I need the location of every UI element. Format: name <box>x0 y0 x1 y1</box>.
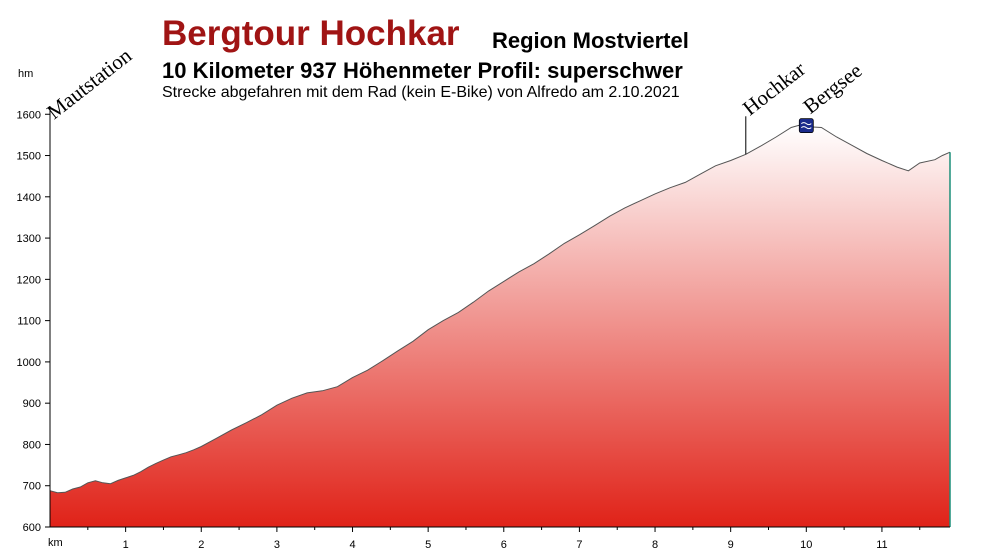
y-tick-label: 600 <box>23 522 41 534</box>
y-tick-label: 1400 <box>17 192 41 204</box>
chart-note: Strecke abgefahren mit dem Rad (kein E-B… <box>162 84 680 101</box>
lake-icon <box>798 118 814 134</box>
elevation-fill <box>50 125 950 528</box>
y-tick-label: 1200 <box>17 274 41 286</box>
x-tick-label: 1 <box>123 539 129 551</box>
y-tick-label: 700 <box>23 481 41 493</box>
x-tick-label: 11 <box>876 539 887 551</box>
x-tick-label: 10 <box>800 539 812 551</box>
x-tick-label: 7 <box>576 539 582 551</box>
x-tick-label: 2 <box>198 539 204 551</box>
chart-subtitle: 10 Kilometer 937 Höhenmeter Profil: supe… <box>162 58 683 83</box>
region-label: Region Mostviertel <box>492 28 689 53</box>
y-tick-label: 1600 <box>17 109 41 121</box>
y-tick-label: 1000 <box>17 357 41 369</box>
x-axis-ticks: 1 2 3 4 5 6 7 8 9 10 11 <box>87 527 921 551</box>
x-tick-label: 8 <box>652 539 658 551</box>
waypoint-label-mautstation: Mautstation <box>42 43 136 124</box>
y-tick-label: 900 <box>23 398 41 410</box>
x-tick-label: 9 <box>728 539 734 551</box>
x-tick-label: 5 <box>425 539 431 551</box>
waypoint-label-bergsee: Bergsee <box>799 58 867 118</box>
chart-title: Bergtour Hochkar <box>162 14 460 53</box>
x-tick-label: 3 <box>274 539 280 551</box>
y-tick-label: 1300 <box>17 233 41 245</box>
axes <box>49 106 950 528</box>
y-axis-unit: hm <box>18 68 34 80</box>
y-tick-label: 1100 <box>17 316 41 328</box>
y-axis-ticks: 600 700 800 900 1000 1100 1200 1300 1400 1500 1600 <box>17 109 50 534</box>
x-tick-label: 4 <box>349 539 355 551</box>
x-axis-unit: km <box>48 537 63 549</box>
y-tick-label: 1500 <box>17 151 41 163</box>
x-tick-label: 6 <box>501 539 507 551</box>
elevation-area <box>49 124 951 528</box>
y-tick-label: 800 <box>23 439 41 451</box>
elevation-line <box>49 124 951 494</box>
waypoint-label-hochkar: Hochkar <box>738 57 810 120</box>
